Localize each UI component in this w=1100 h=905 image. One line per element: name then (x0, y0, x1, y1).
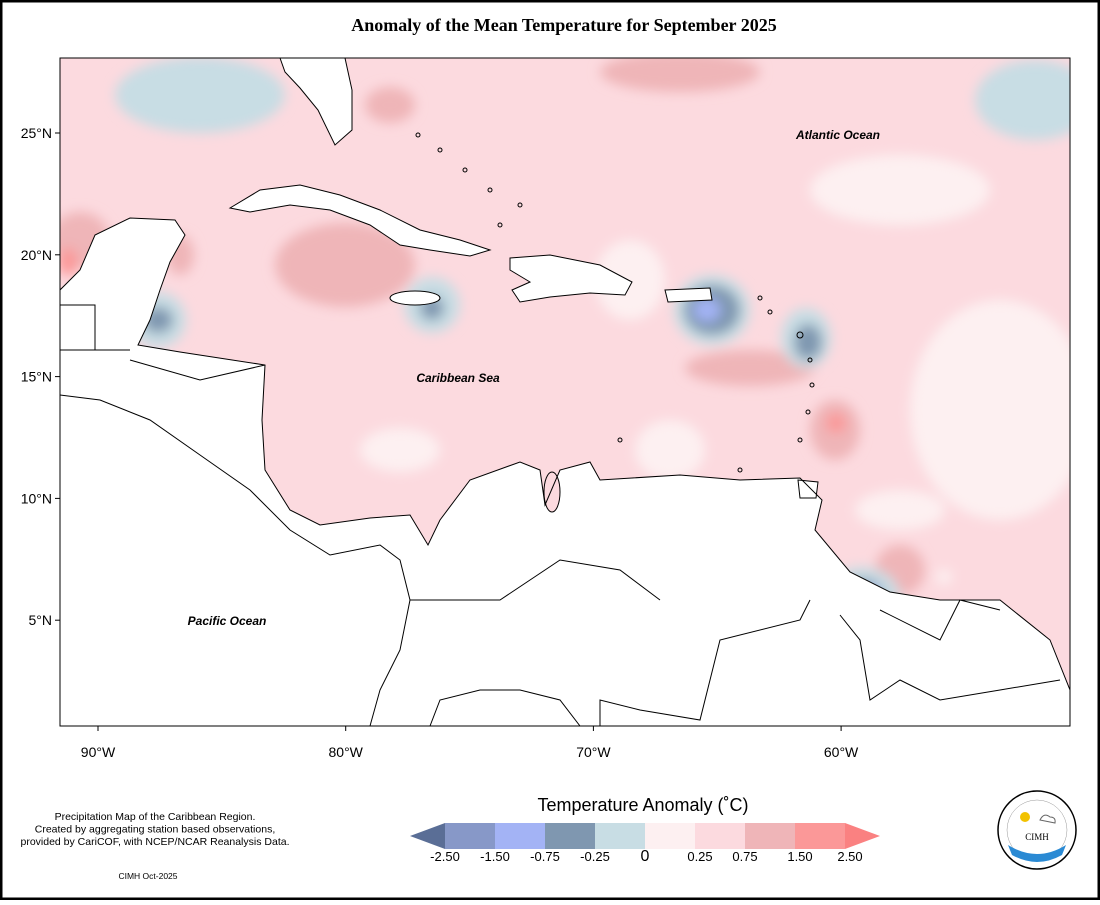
lat-label: 20°N (21, 247, 52, 263)
logo-text: CIMH (1025, 832, 1049, 842)
lat-label: 5°N (29, 612, 53, 628)
map-frame (59, 57, 1071, 727)
region-label: Caribbean Sea (416, 371, 500, 385)
map-area (60, 58, 1070, 726)
legend-label: 0.25 (687, 849, 712, 864)
coastlines (60, 58, 1070, 726)
lat-label: 25°N (21, 125, 52, 141)
land (60, 58, 1070, 726)
legend-label: 2.50 (837, 849, 862, 864)
logo: CIMH (997, 790, 1077, 870)
legend-title: Temperature Anomaly (˚C) (537, 795, 748, 815)
axes: 25°N 20°N 15°N 10°N 5°N 90°W 80°W 70°W 60°W (21, 125, 859, 760)
legend-label: 0 (641, 848, 650, 865)
lat-label: 15°N (21, 369, 52, 385)
note-line: Created by aggregating station based obs… (35, 824, 276, 836)
legend-label: -1.50 (480, 849, 510, 864)
colorbar (410, 823, 880, 849)
legend-label: 1.50 (787, 849, 812, 864)
lon-label: 80°W (329, 744, 364, 760)
legend-label: -0.25 (580, 849, 610, 864)
lon-label: 60°W (824, 744, 859, 760)
lat-label: 10°N (21, 490, 52, 506)
region-label: Pacific Ocean (188, 614, 267, 628)
anomaly-field (60, 58, 1070, 685)
note-line: Precipitation Map of the Caribbean Regio… (55, 811, 256, 823)
map-title: Anomaly of the Mean Temperature for Sept… (351, 15, 776, 35)
note-line: provided by CariCOF, with NCEP/NCAR Rean… (20, 836, 289, 848)
lake-maracaibo (544, 472, 560, 512)
legend-label: 0.75 (732, 849, 757, 864)
lon-label: 90°W (81, 744, 116, 760)
credit: CIMH Oct-2025 (118, 871, 177, 881)
lon-label: 70°W (576, 744, 611, 760)
legend-label: -0.75 (530, 849, 560, 864)
region-label: Atlantic Ocean (795, 128, 880, 142)
legend-label: -2.50 (430, 849, 460, 864)
